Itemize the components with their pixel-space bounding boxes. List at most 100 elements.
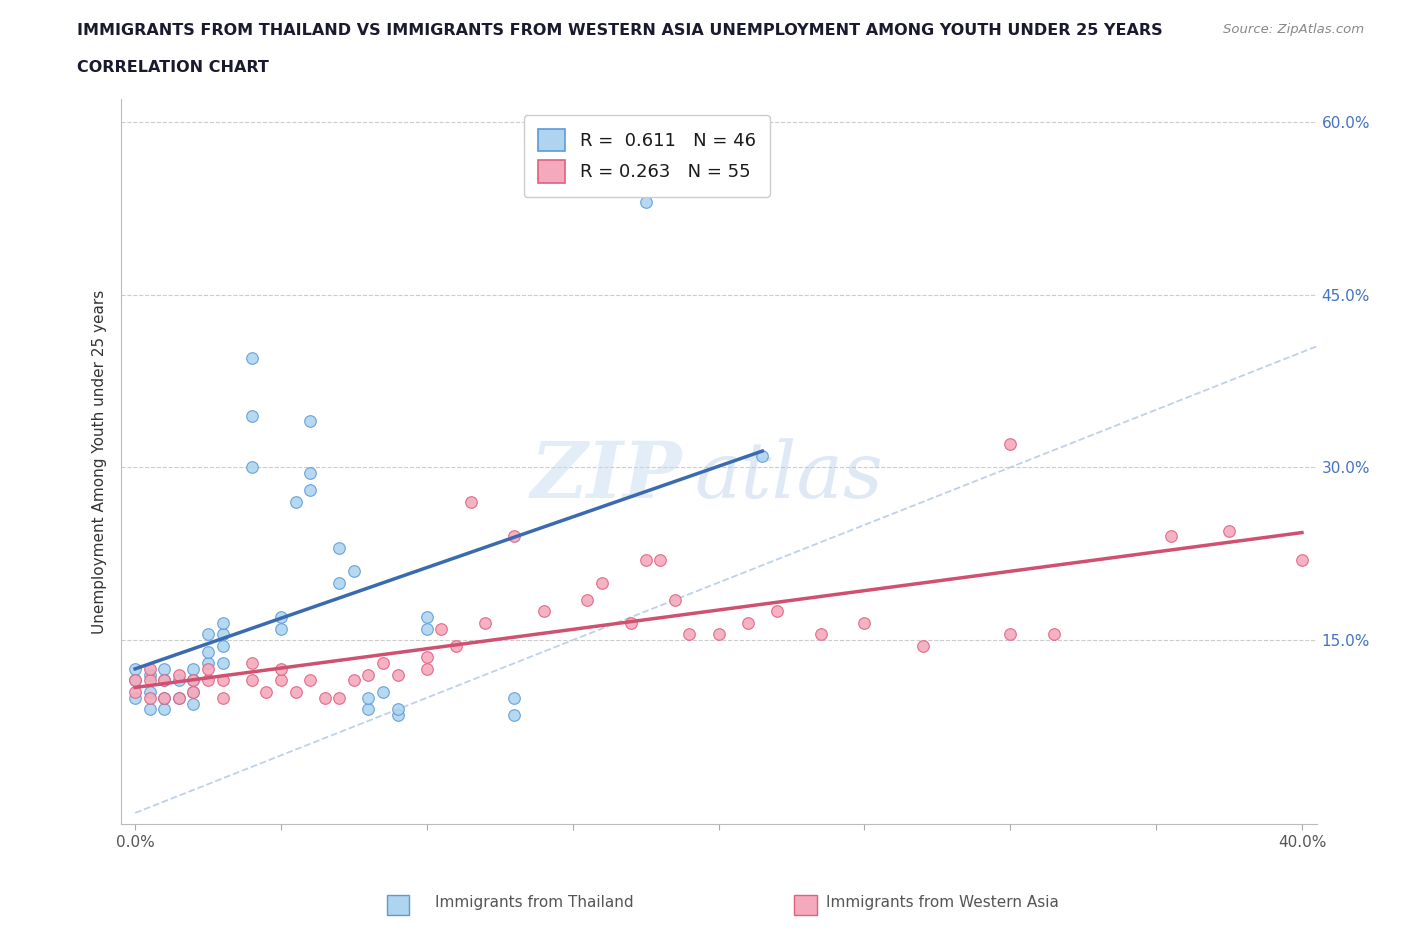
Point	[387, 702, 409, 717]
Text: Source: ZipAtlas.com: Source: ZipAtlas.com	[1223, 23, 1364, 36]
Point	[343, 673, 366, 688]
Point	[371, 656, 394, 671]
Point	[270, 673, 292, 688]
Point	[766, 604, 789, 618]
Point	[357, 668, 380, 683]
Point	[853, 616, 876, 631]
Point	[1218, 524, 1240, 538]
Point	[240, 408, 263, 423]
Point	[620, 616, 643, 631]
Point	[284, 495, 307, 510]
Point	[240, 460, 263, 475]
Point	[299, 414, 322, 429]
Point	[387, 708, 409, 723]
Point	[576, 592, 599, 607]
Point	[240, 656, 263, 671]
Point	[138, 690, 160, 705]
Point	[270, 621, 292, 636]
Point	[167, 673, 190, 688]
Point	[153, 702, 176, 717]
Point	[416, 621, 439, 636]
Point	[240, 673, 263, 688]
Point	[416, 610, 439, 625]
Point	[183, 684, 205, 699]
Point	[197, 627, 219, 642]
Point	[460, 495, 482, 510]
Point	[503, 529, 526, 544]
Point	[153, 690, 176, 705]
Point	[197, 644, 219, 659]
Point	[153, 673, 176, 688]
Point	[197, 673, 219, 688]
Point	[211, 690, 233, 705]
Point	[124, 661, 146, 676]
Point	[197, 661, 219, 676]
Point	[474, 616, 496, 631]
Point	[167, 690, 190, 705]
Point	[650, 552, 672, 567]
Point	[634, 552, 657, 567]
Point	[314, 690, 336, 705]
Point	[183, 684, 205, 699]
Point	[183, 696, 205, 711]
Point	[284, 684, 307, 699]
Point	[183, 661, 205, 676]
Point	[124, 684, 146, 699]
Point	[183, 673, 205, 688]
Text: IMMIGRANTS FROM THAILAND VS IMMIGRANTS FROM WESTERN ASIA UNEMPLOYMENT AMONG YOUT: IMMIGRANTS FROM THAILAND VS IMMIGRANTS F…	[77, 23, 1163, 38]
Point	[416, 650, 439, 665]
Point	[138, 684, 160, 699]
Point	[430, 621, 453, 636]
Point	[503, 690, 526, 705]
Point	[664, 592, 686, 607]
Text: CORRELATION CHART: CORRELATION CHART	[77, 60, 269, 75]
Point	[328, 575, 350, 590]
Point	[299, 483, 322, 498]
Point	[1000, 627, 1022, 642]
Point	[328, 540, 350, 555]
Point	[416, 661, 439, 676]
Point	[211, 627, 233, 642]
Point	[153, 661, 176, 676]
Point	[167, 668, 190, 683]
Point	[211, 656, 233, 671]
Point	[124, 673, 146, 688]
Point	[211, 639, 233, 654]
Point	[1000, 437, 1022, 452]
Point	[343, 564, 366, 578]
Point	[357, 702, 380, 717]
Point	[911, 639, 934, 654]
Point	[270, 610, 292, 625]
Point	[240, 351, 263, 365]
Point	[254, 684, 277, 699]
Point	[211, 673, 233, 688]
Point	[751, 448, 773, 463]
Point	[153, 690, 176, 705]
Point	[138, 661, 160, 676]
Y-axis label: Unemployment Among Youth under 25 years: Unemployment Among Youth under 25 years	[93, 289, 107, 633]
Point	[444, 639, 467, 654]
Point	[197, 656, 219, 671]
Point	[211, 616, 233, 631]
Legend: R =  0.611   N = 46, R = 0.263   N = 55: R = 0.611 N = 46, R = 0.263 N = 55	[523, 115, 770, 197]
Point	[153, 673, 176, 688]
Point	[1291, 552, 1313, 567]
Point	[1160, 529, 1182, 544]
Point	[503, 708, 526, 723]
Point	[707, 627, 730, 642]
Point	[138, 673, 160, 688]
Point	[138, 668, 160, 683]
Point	[124, 690, 146, 705]
Point	[387, 668, 409, 683]
Point	[810, 627, 832, 642]
Point	[737, 616, 759, 631]
Point	[167, 690, 190, 705]
Text: Immigrants from Western Asia: Immigrants from Western Asia	[825, 895, 1059, 910]
Point	[371, 684, 394, 699]
Point	[183, 673, 205, 688]
Point	[299, 673, 322, 688]
Point	[533, 604, 555, 618]
Point	[591, 575, 613, 590]
Point	[299, 466, 322, 481]
Point	[357, 690, 380, 705]
